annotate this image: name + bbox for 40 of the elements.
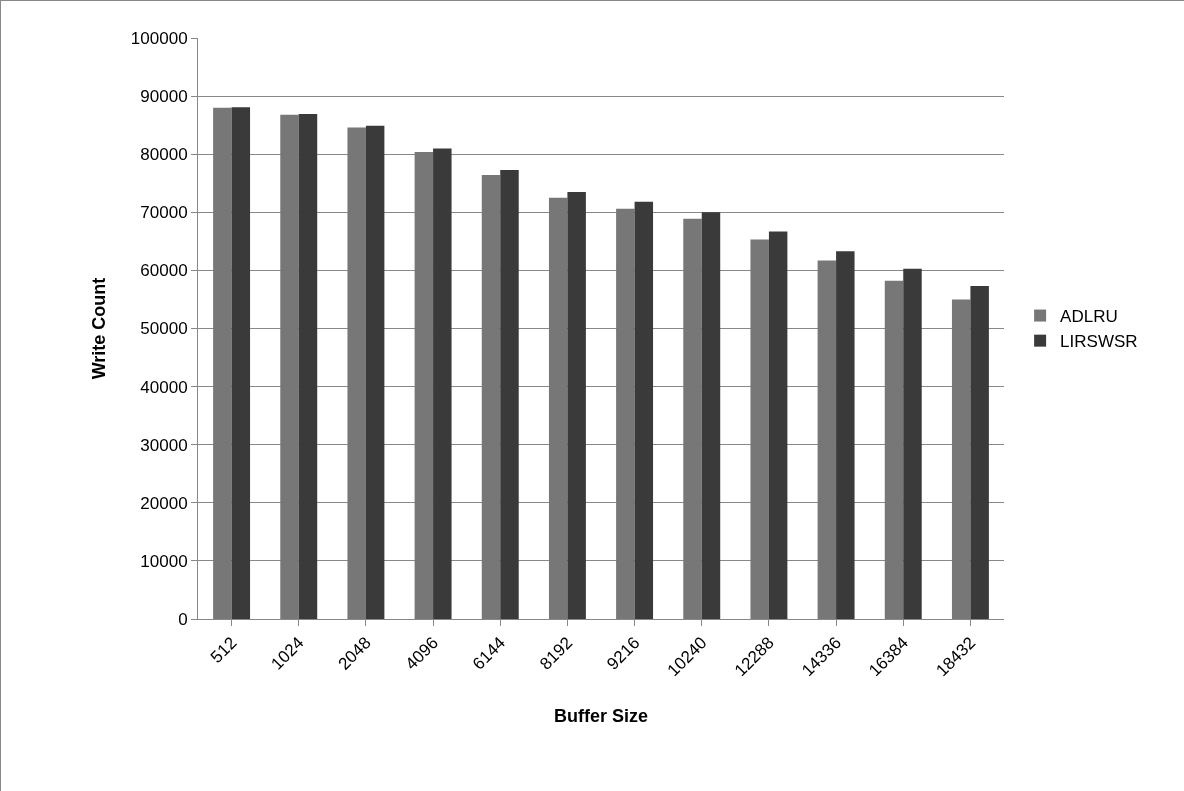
bar xyxy=(768,231,788,619)
bar xyxy=(213,107,232,619)
bar xyxy=(634,201,654,619)
x-axis-title: Buffer Size xyxy=(553,706,649,727)
x-tick-label: 512 xyxy=(206,633,241,667)
y-axis-title: Write Count xyxy=(89,277,110,380)
bar xyxy=(903,268,922,619)
y-tick-label: 30000 xyxy=(140,435,188,455)
bar xyxy=(616,208,635,619)
bar xyxy=(481,175,501,619)
bar xyxy=(836,251,855,619)
bar xyxy=(280,114,299,619)
y-tick-label: 40000 xyxy=(140,377,188,397)
y-tick-label: 10000 xyxy=(140,551,188,571)
bar xyxy=(365,125,385,619)
bar xyxy=(701,212,721,619)
y-tick-label: 20000 xyxy=(140,493,188,513)
bar xyxy=(347,127,366,619)
bar xyxy=(683,218,702,619)
bar xyxy=(548,197,568,619)
bar xyxy=(750,239,769,619)
y-tick-label: 90000 xyxy=(140,87,188,107)
y-tick-label: 50000 xyxy=(140,319,188,339)
legend-label: LIRSWSR xyxy=(1060,332,1138,352)
bar xyxy=(817,260,837,619)
bar xyxy=(414,151,434,619)
bar xyxy=(433,148,452,619)
y-tick-label: 60000 xyxy=(140,261,188,281)
bar xyxy=(500,169,519,619)
bar xyxy=(951,299,971,619)
bar xyxy=(884,280,904,619)
y-tick-label: 80000 xyxy=(140,145,188,165)
y-tick-label: 70000 xyxy=(140,203,188,223)
bar xyxy=(298,114,318,619)
bar xyxy=(567,191,586,619)
bar xyxy=(970,286,989,619)
y-tick-label: 0 xyxy=(178,609,188,629)
legend-label: ADLRU xyxy=(1060,307,1118,327)
bar xyxy=(231,107,251,619)
y-tick-label: 100000 xyxy=(130,28,188,48)
